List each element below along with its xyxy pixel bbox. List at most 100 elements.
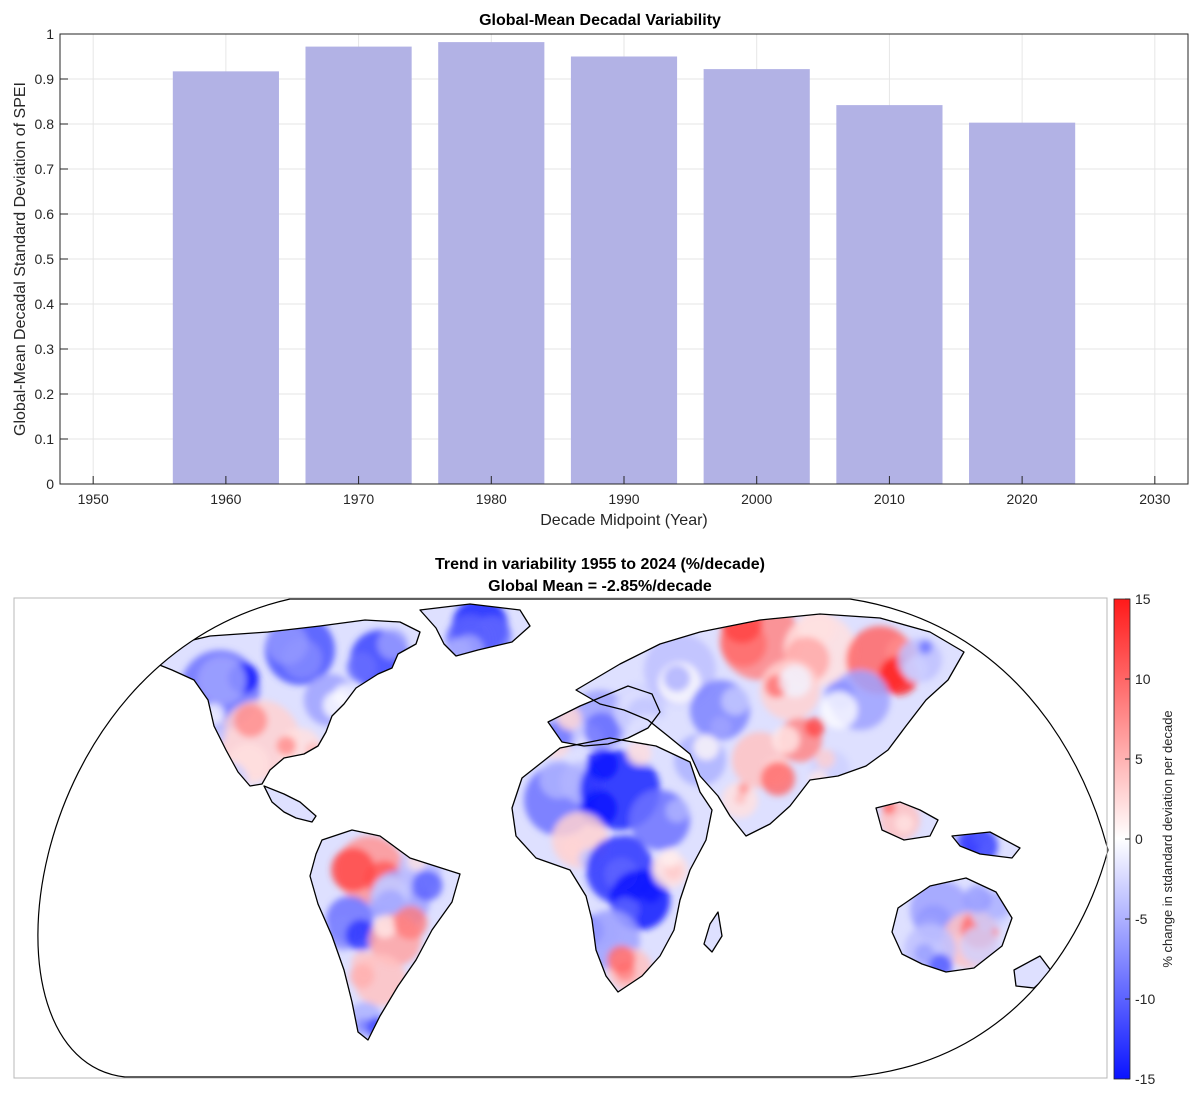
trend-blob xyxy=(914,943,935,964)
map-outline xyxy=(37,598,1109,1078)
bar-1960 xyxy=(172,71,279,484)
x-tick-label: 1950 xyxy=(78,491,109,507)
trend-blob xyxy=(219,771,231,783)
x-axis-label: Decade Midpoint (Year) xyxy=(540,512,708,529)
trend-blob xyxy=(660,848,680,868)
x-tick-label: 2030 xyxy=(1139,491,1170,507)
land-region xyxy=(213,604,530,785)
trend-blob xyxy=(223,775,246,798)
x-tick-label: 1980 xyxy=(476,491,507,507)
trend-blob xyxy=(203,703,225,725)
coastlines xyxy=(149,603,1053,1041)
trend-blob xyxy=(223,775,238,786)
trend-blob xyxy=(377,629,409,660)
trend-blob xyxy=(760,761,796,796)
y-tick-label: 0.3 xyxy=(35,341,55,357)
trend-blob xyxy=(176,698,208,730)
bars xyxy=(172,42,1076,485)
trend-blob xyxy=(181,726,201,746)
trend-blob xyxy=(197,656,246,705)
trend-blob xyxy=(266,623,308,665)
y-tick-label: 0.1 xyxy=(35,431,55,447)
coastline xyxy=(309,829,461,1041)
trend-blob xyxy=(721,614,763,644)
trend-blob xyxy=(626,741,652,766)
y-tick-label: 0.7 xyxy=(35,161,55,177)
trend-blob xyxy=(539,759,578,799)
trend-blob xyxy=(181,717,214,750)
trend-blob xyxy=(331,847,375,892)
trend-blob xyxy=(797,614,835,647)
trend-map: 15 10 5 0 -5 -10 -15 % change in stdandard devi… xyxy=(13,591,1175,1087)
trend-blob xyxy=(373,915,397,938)
trend-blob xyxy=(213,782,230,799)
map-axes-box xyxy=(13,597,1108,1079)
trend-blob xyxy=(185,726,204,745)
trend-blob xyxy=(779,664,812,698)
y-tick-label: 0.2 xyxy=(35,386,55,402)
y-tick-label: 0.5 xyxy=(35,251,55,267)
bar-1990 xyxy=(570,56,678,484)
y-tick-label: 0.6 xyxy=(35,206,55,222)
x-tick-label: 1970 xyxy=(343,491,374,507)
trend-blob xyxy=(557,705,582,731)
bar-chart: 1950 1960 1970 1980 1990 2000 2010 2020 2030 0 0.1… xyxy=(12,26,1189,529)
bar-2020 xyxy=(969,122,1076,485)
colorbar-tick-label: -5 xyxy=(1135,911,1148,927)
bar-chart-panel: Global-Mean Decadal Variability 1950 1960… xyxy=(0,0,1200,540)
x-tick-label: 2010 xyxy=(874,491,905,507)
colorbar-tick-label: 0 xyxy=(1135,831,1143,847)
land-region xyxy=(223,775,316,822)
trend-blob xyxy=(640,881,662,903)
x-tick-label: 1990 xyxy=(608,491,639,507)
colorbar-tick-label: 10 xyxy=(1135,671,1151,687)
trend-blob xyxy=(804,717,825,738)
map-title: Trend in variability 1955 to 2024 (%/dec… xyxy=(435,556,765,573)
land-region xyxy=(213,773,460,1040)
colorbar-label: % change in stdandard deviation per deca… xyxy=(1160,710,1175,967)
trend-blob xyxy=(734,793,746,805)
trend-blobs xyxy=(213,773,443,1038)
trend-blob xyxy=(213,762,236,785)
trend-blob xyxy=(190,726,215,751)
trend-blob xyxy=(971,832,991,847)
trend-blob xyxy=(220,781,240,801)
trend-blob xyxy=(170,724,198,752)
x-tick-label: 1960 xyxy=(210,491,241,507)
coastline xyxy=(547,685,661,747)
coastline xyxy=(891,877,1013,973)
trend-blob xyxy=(170,713,202,745)
y-tick-label: 0.4 xyxy=(35,296,55,312)
trend-blob xyxy=(534,731,558,755)
y-tick-label: 0 xyxy=(46,476,54,492)
trend-blob xyxy=(187,734,211,758)
colorbar-tick-label: -15 xyxy=(1135,1071,1155,1087)
land-base xyxy=(264,786,316,822)
coastline xyxy=(263,785,317,823)
trend-blob xyxy=(710,716,732,738)
trend-blob xyxy=(180,732,198,750)
trend-blob xyxy=(584,914,619,949)
trend-blob xyxy=(737,782,750,795)
trend-blob xyxy=(393,905,428,940)
land-trend-field xyxy=(150,604,1052,1040)
trend-blob xyxy=(918,640,933,654)
x-tick-label: 2000 xyxy=(741,491,772,507)
map-panel: Trend in variability 1955 to 2024 (%/dec… xyxy=(0,540,1200,1094)
coastline xyxy=(511,737,713,993)
trend-blob xyxy=(223,770,237,784)
trend-blob xyxy=(233,703,268,738)
trend-blob xyxy=(586,748,619,781)
trend-blob xyxy=(960,926,999,965)
colorbar-ticks: 15 10 5 0 -5 -10 -15 xyxy=(1125,591,1155,1087)
trend-blob xyxy=(216,768,233,786)
bar-1970 xyxy=(305,46,412,484)
coastline xyxy=(575,613,965,837)
trend-blob xyxy=(771,725,800,754)
trend-blob xyxy=(212,762,248,786)
trend-blob xyxy=(218,773,236,791)
trend-blob xyxy=(693,734,720,761)
colorbar-tick-label: 15 xyxy=(1135,591,1151,607)
trend-blob xyxy=(214,778,235,799)
trend-blob xyxy=(607,945,636,974)
